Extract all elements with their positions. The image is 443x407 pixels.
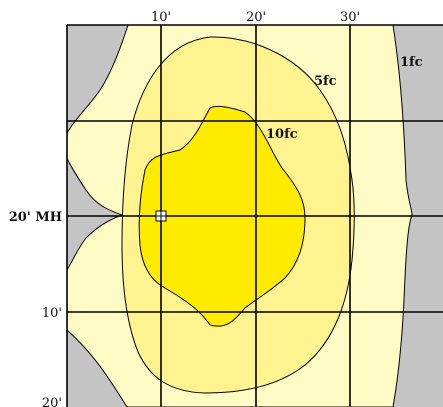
- left-axis-label-10: 10': [42, 306, 62, 321]
- top-axis-label-10: 10': [151, 10, 171, 25]
- fixture-marker-icon: [155, 210, 167, 222]
- contour-label-1fc: 1fc: [400, 55, 423, 70]
- top-axis-label-30: 30': [340, 10, 360, 25]
- contour-label-10fc: 10fc: [266, 127, 298, 142]
- top-axis-label-20: 20': [246, 10, 266, 25]
- left-axis-label-20: 20': [42, 396, 62, 407]
- left-axis-label-mounting-height: 20' MH: [9, 210, 62, 225]
- contour-label-5fc: 5fc: [314, 74, 337, 89]
